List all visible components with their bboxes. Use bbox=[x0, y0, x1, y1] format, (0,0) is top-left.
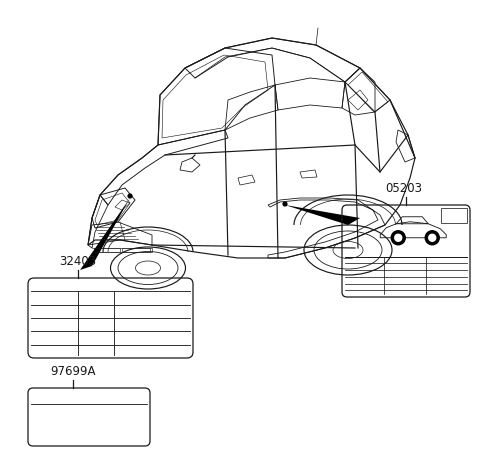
Circle shape bbox=[395, 234, 402, 241]
Text: 05203: 05203 bbox=[385, 182, 422, 195]
Text: 32403: 32403 bbox=[60, 255, 96, 268]
Circle shape bbox=[425, 231, 439, 245]
Text: 97699A: 97699A bbox=[50, 365, 96, 378]
Polygon shape bbox=[285, 205, 360, 225]
Circle shape bbox=[429, 234, 436, 241]
Circle shape bbox=[283, 202, 287, 206]
Bar bbox=[441, 208, 467, 223]
Circle shape bbox=[391, 231, 405, 245]
Circle shape bbox=[128, 194, 132, 198]
Polygon shape bbox=[80, 198, 130, 270]
